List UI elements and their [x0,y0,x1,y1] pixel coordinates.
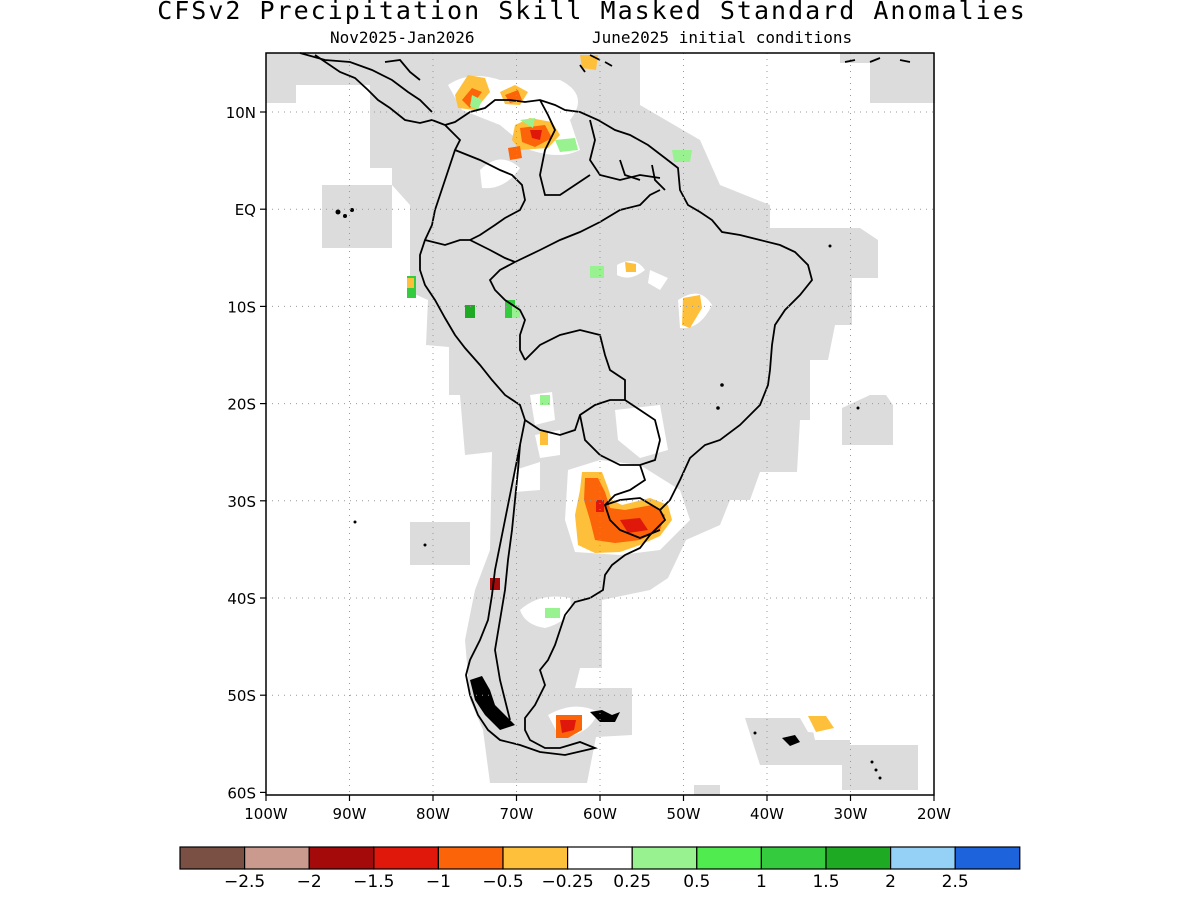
colorbar-tick-label: 0.5 [683,872,711,892]
colorbar-tick-label: 1 [755,872,767,892]
colorbar-tick-label: 0.25 [613,872,652,892]
latitude-label: 60S [227,784,256,802]
longitude-label: 30W [834,805,868,823]
colorbar-swatch [760,846,827,870]
colorbar-swatch [373,846,439,870]
colorbar [179,846,1021,870]
colorbar-tick-label: −2.5 [223,872,266,892]
colorbar-swatch [437,846,504,870]
colorbar-swatch [825,846,892,870]
colorbar-swatch [954,846,1021,870]
longitude-label: 100W [244,805,288,823]
longitude-label: 60W [583,805,617,823]
colorbar-tick-label: −1.5 [353,872,395,892]
colorbar-tick-label: −0.5 [482,872,524,892]
latitude-label: 20S [227,396,256,414]
subtitle-period: Nov2025-Jan2026 [330,28,475,47]
longitude-label: 80W [416,805,450,823]
colorbar-tick-label: −1 [425,872,451,892]
longitude-label: 50W [667,805,701,823]
colorbar-tick-label: 2.5 [941,872,969,892]
colorbar-swatch [244,846,310,870]
colorbar-swatch [566,846,633,870]
colorbar-swatch [308,846,375,870]
colorbar-tick-label: 2 [885,872,897,892]
subtitle-initial-conditions: June2025 initial conditions [592,28,853,47]
longitude-label: 40W [750,805,784,823]
latitude-label: 40S [227,590,256,608]
longitude-labels: 100W 90W 80W 70W 60W 50W 40W 30W 20W [244,805,951,823]
coastlines [299,52,911,756]
colorbar-swatch [179,846,246,870]
latitude-label: 10N [226,104,256,122]
latitude-label: 10S [227,298,256,316]
colorbar-tick-label: −0.25 [541,872,594,892]
colorbar-tick-label: 1.5 [812,872,840,892]
colorbar-swatch [502,846,569,870]
latitude-label: 50S [227,687,256,705]
latitude-label: EQ [235,201,256,219]
map-title: CFSv2 Precipitation Skill Masked Standar… [157,0,1027,25]
latitude-label: 30S [227,493,256,511]
skill-mask [266,53,935,795]
colorbar-tick-label: −2 [296,872,322,892]
colorbar-swatch [696,846,762,870]
latitude-labels: 10N EQ 10S 20S 30S 40S 50S 60S [226,104,256,802]
longitude-label: 70W [500,805,534,823]
graticule [260,53,935,801]
map-frame [265,52,935,796]
colorbar-swatch [889,846,956,870]
longitude-label: 90W [333,805,367,823]
longitude-label: 20W [917,805,951,823]
anomaly-patches [407,55,834,738]
islands [335,208,882,780]
colorbar-swatch [631,846,698,870]
